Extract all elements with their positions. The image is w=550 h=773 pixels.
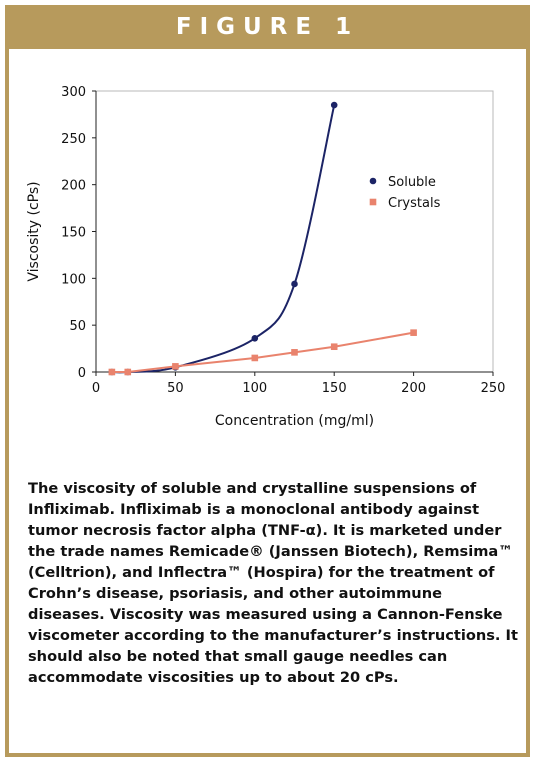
data-point-soluble — [330, 101, 338, 109]
data-point-crystals — [330, 343, 338, 351]
plot-area — [95, 90, 494, 373]
y-tick-label: 100 — [61, 272, 86, 287]
x-tick-label: 100 — [242, 381, 267, 396]
figure-caption: The viscosity of soluble and crystalline… — [28, 480, 518, 686]
data-point-crystals — [124, 368, 132, 376]
x-tick-label: 200 — [401, 381, 426, 396]
legend-label-crystals: Crystals — [388, 196, 441, 211]
figure-frame — [5, 5, 530, 757]
x-tick-label: 0 — [92, 381, 100, 396]
x-tick-label: 150 — [322, 381, 347, 396]
data-point-crystals — [251, 354, 259, 362]
x-tick-label: 250 — [481, 381, 506, 396]
data-point-crystals — [410, 329, 417, 336]
y-axis-label: Viscosity (cPs) — [26, 181, 42, 281]
y-tick-label: 150 — [61, 226, 86, 241]
data-point-soluble — [251, 334, 259, 342]
legend-marker-soluble — [369, 177, 377, 185]
data-point-crystals — [291, 349, 298, 356]
y-tick-label: 200 — [61, 179, 86, 194]
legend-marker-crystals — [369, 198, 377, 206]
y-tick-label: 250 — [61, 132, 86, 147]
y-tick-label: 50 — [69, 319, 86, 334]
x-tick-label: 50 — [167, 381, 184, 396]
x-axis-label: Concentration (mg/ml) — [215, 413, 374, 429]
series-line-crystals — [111, 331, 414, 373]
data-point-crystals — [172, 363, 179, 370]
y-tick-label: 300 — [61, 85, 86, 100]
data-point-crystals — [108, 368, 116, 376]
figure-title: FIGURE 1 — [5, 5, 530, 49]
viscosity-chart: 0 50 100 150 200 250 0 50 100 150 200 250 300 Concent… — [26, 85, 506, 429]
data-point-soluble — [291, 280, 298, 288]
series-line-soluble — [111, 104, 336, 374]
legend-label-soluble: Soluble — [388, 175, 436, 190]
y-tick-label: 0 — [78, 366, 86, 381]
